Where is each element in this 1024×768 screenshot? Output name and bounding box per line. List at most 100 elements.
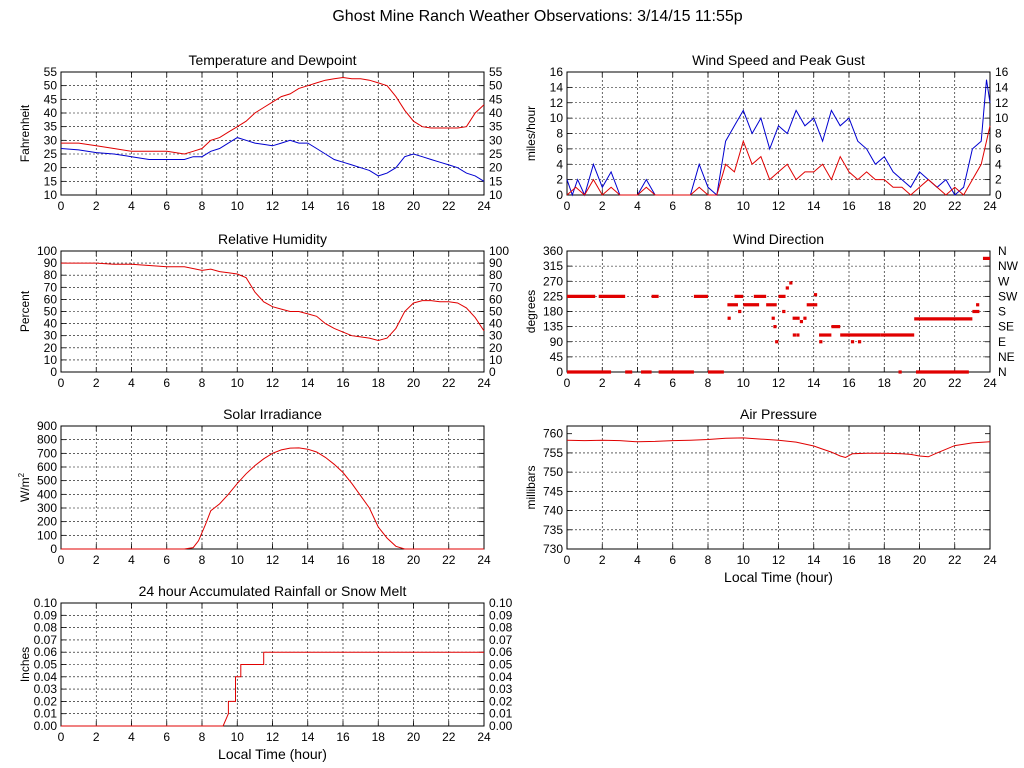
y-axis-label: miles/hour (524, 106, 538, 161)
x-tick-label: 20 (407, 376, 421, 390)
x-tick-label: 10 (231, 730, 245, 744)
x-tick-label: 16 (336, 553, 350, 567)
x-tick-label: 10 (231, 199, 245, 213)
series-line-blue (60, 137, 485, 182)
y-tick-label: 90 (550, 335, 564, 349)
y-tick-label-right: 0.00 (489, 719, 513, 733)
y-tick-label-right: 8 (995, 127, 1002, 141)
x-tick-label: 18 (878, 199, 892, 213)
y-axis-label: Inches (18, 647, 32, 682)
direction-point (898, 370, 902, 374)
plot-frame (60, 602, 485, 727)
x-tick-label: 2 (599, 376, 606, 390)
x-tick-label: 4 (128, 730, 135, 744)
y-tick-label-right: 0.03 (489, 682, 513, 696)
chart-title: Solar Irradiance (223, 406, 322, 422)
x-tick-label: 0 (564, 553, 571, 567)
x-tick-label: 0 (564, 376, 571, 390)
y-tick-label-right: 90 (489, 256, 503, 270)
y-tick-label: 40 (44, 106, 58, 120)
x-tick-label: 24 (983, 553, 997, 567)
x-tick-label: 4 (128, 199, 135, 213)
x-tick-label: 16 (336, 199, 350, 213)
direction-point (850, 340, 855, 344)
y-tick-label: 0.10 (34, 596, 58, 610)
x-tick-label: 14 (301, 199, 315, 213)
x-tick-label: 10 (231, 376, 245, 390)
y-tick-label-right: 25 (489, 147, 503, 161)
y-tick-label: 55 (44, 65, 58, 79)
plot-frame (60, 250, 485, 373)
x-tick-label: 4 (128, 376, 135, 390)
chart-title: Relative Humidity (218, 231, 327, 247)
direction-point (813, 293, 818, 297)
y-tick-label: 35 (44, 120, 58, 134)
y-tick-label: 735 (543, 523, 563, 537)
x-tick-label: 22 (442, 730, 456, 744)
x-tick-label: 2 (599, 553, 606, 567)
y-tick-label-right: 10 (489, 188, 503, 202)
series-line-red (566, 437, 991, 459)
y-tick-label: 740 (543, 504, 563, 518)
x-tick-label: 10 (737, 553, 751, 567)
y-tick-label: 745 (543, 484, 563, 498)
compass-label: E (998, 335, 1006, 349)
y-tick-label: 15 (44, 174, 58, 188)
y-tick-label: 500 (37, 474, 57, 488)
y-tick-label: 0.04 (34, 670, 58, 684)
x-tick-label: 8 (199, 199, 206, 213)
x-axis-label: Local Time (hour) (218, 746, 327, 762)
plot-frame (60, 425, 485, 550)
x-tick-label: 6 (163, 199, 170, 213)
y-tick-label: 45 (550, 350, 564, 364)
x-tick-label: 20 (913, 553, 927, 567)
x-tick-label: 16 (336, 376, 350, 390)
series-line-red (61, 447, 484, 550)
y-axis-label: millibars (524, 465, 538, 509)
y-tick-label-right: 10 (995, 111, 1009, 125)
y-tick-label: 0.07 (34, 633, 58, 647)
y-tick-label: 14 (550, 80, 564, 94)
y-axis-label: Fahrenheit (18, 104, 32, 162)
x-tick-label: 18 (372, 553, 386, 567)
x-tick-label: 20 (407, 730, 421, 744)
y-tick-label-right: 20 (489, 341, 503, 355)
x-tick-label: 2 (93, 553, 100, 567)
x-tick-label: 2 (93, 730, 100, 744)
series-line-red (61, 76, 485, 155)
y-tick-label: 0.06 (34, 645, 58, 659)
chart-title: 24 hour Accumulated Rainfall or Snow Mel… (139, 583, 407, 599)
y-tick-label-right: 16 (995, 65, 1009, 79)
compass-label: W (998, 274, 1010, 288)
x-tick-label: 24 (477, 730, 491, 744)
y-tick-label-right: 0.06 (489, 645, 513, 659)
y-tick-label-right: 30 (489, 133, 503, 147)
series-line-red (61, 651, 484, 727)
y-tick-label-right: 0.01 (489, 707, 513, 721)
y-tick-label: 180 (543, 305, 563, 319)
y-tick-label-right: 40 (489, 317, 503, 331)
y-tick-label-right: 0.08 (489, 621, 513, 635)
x-tick-label: 14 (807, 376, 821, 390)
y-tick-label: 600 (37, 460, 57, 474)
y-tick-label: 755 (543, 446, 563, 460)
compass-label: SW (998, 289, 1018, 303)
direction-point (785, 286, 789, 290)
y-tick-label-right: 0.10 (489, 596, 513, 610)
y-tick-label: 900 (37, 419, 57, 433)
y-tick-label-right: 0.09 (489, 608, 513, 622)
compass-label: N (998, 244, 1007, 258)
y-tick-label-right: 0 (489, 365, 496, 379)
x-tick-label: 14 (301, 553, 315, 567)
x-tick-label: 6 (163, 553, 170, 567)
x-tick-label: 24 (477, 376, 491, 390)
y-tick-label-right: 2 (995, 173, 1002, 187)
x-tick-label: 2 (93, 199, 100, 213)
y-tick-label: 0.09 (34, 608, 58, 622)
y-tick-label: 10 (44, 188, 58, 202)
x-tick-label: 12 (266, 376, 280, 390)
y-tick-label: 4 (556, 157, 563, 171)
x-tick-label: 24 (477, 199, 491, 213)
